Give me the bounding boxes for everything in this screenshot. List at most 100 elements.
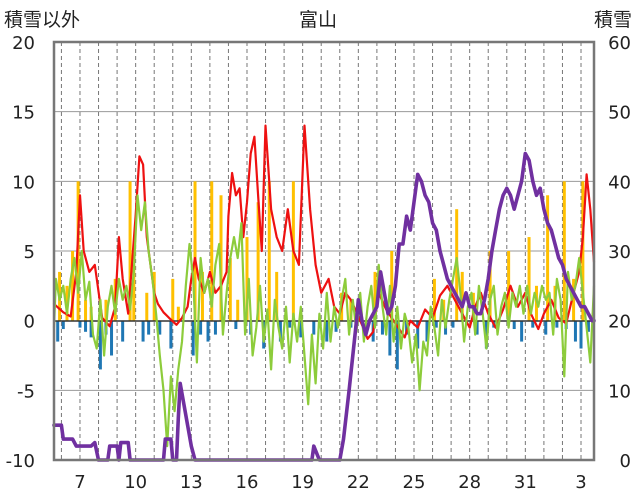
right-tick-label: 50 bbox=[608, 103, 631, 124]
precip-bar-negative bbox=[395, 320, 399, 370]
precip-bar-negative bbox=[206, 320, 210, 342]
precip-bar-positive bbox=[390, 251, 394, 321]
right-tick-label: 30 bbox=[608, 242, 631, 263]
precip-bar-negative bbox=[61, 320, 65, 330]
precip-bar-positive bbox=[572, 278, 576, 321]
precip-bar-positive bbox=[200, 271, 204, 321]
precip-bar-negative bbox=[475, 320, 479, 335]
precip-bar-positive bbox=[275, 271, 279, 321]
precip-bar-positive bbox=[193, 181, 197, 321]
precip-bar-positive bbox=[432, 278, 436, 321]
precip-bar-negative bbox=[434, 320, 438, 328]
precip-bar-positive bbox=[488, 251, 492, 321]
precip-bar-positive bbox=[128, 181, 132, 321]
precip-bar-negative bbox=[405, 320, 409, 335]
precip-bar-negative bbox=[520, 320, 524, 342]
precip-bar-positive bbox=[373, 271, 377, 321]
precip-bar-positive bbox=[562, 181, 566, 321]
precip-bar-positive bbox=[236, 299, 240, 321]
x-tick-label: 22 bbox=[347, 472, 370, 493]
precip-bar-negative bbox=[451, 320, 455, 328]
wind-line bbox=[52, 194, 596, 448]
plot-area bbox=[52, 40, 596, 462]
x-tick-label: 3 bbox=[575, 472, 586, 493]
precip-bar-negative bbox=[78, 320, 82, 328]
precip-bar-positive bbox=[65, 285, 69, 321]
precip-bar-negative bbox=[325, 320, 329, 342]
precip-bar-positive bbox=[210, 181, 214, 321]
right-tick-label: 60 bbox=[608, 33, 631, 54]
precip-bar-negative bbox=[110, 320, 114, 356]
precip-bar-negative bbox=[98, 320, 102, 370]
precip-bar-negative bbox=[141, 320, 145, 342]
precip-bar-positive bbox=[104, 299, 108, 321]
precip-bar-negative bbox=[121, 320, 125, 342]
x-tick-label: 13 bbox=[180, 472, 203, 493]
precip-bar-negative bbox=[191, 320, 195, 356]
x-tick-label: 7 bbox=[74, 472, 85, 493]
left-tick-label: 15 bbox=[12, 103, 35, 124]
precip-bar-positive bbox=[581, 181, 585, 321]
precip-bar-positive bbox=[176, 306, 180, 321]
precip-bar-positive bbox=[245, 237, 249, 321]
left-tick-label: 0 bbox=[24, 312, 35, 333]
precip-bar-positive bbox=[171, 278, 175, 321]
temperature-line bbox=[52, 124, 596, 340]
plot-border bbox=[52, 40, 596, 462]
precip-bar-negative bbox=[388, 320, 392, 356]
precip-bar-positive bbox=[145, 292, 149, 321]
right-axis-ticks: 60 50 40 30 20 10 0 bbox=[608, 33, 631, 472]
x-tick-label: 10 bbox=[124, 472, 147, 493]
precip-bar-negative bbox=[531, 320, 535, 328]
x-axis-ticks: 7 10 13 16 19 22 25 28 31 3 bbox=[74, 472, 586, 493]
precip-bar-positive bbox=[71, 251, 75, 321]
precip-bar-negative bbox=[544, 320, 548, 335]
precip-bar-negative bbox=[299, 320, 303, 338]
precip-bar-negative bbox=[278, 320, 282, 342]
series-lines bbox=[52, 124, 596, 462]
left-tick-label: -5 bbox=[17, 381, 35, 402]
x-tick-label: 19 bbox=[291, 472, 314, 493]
x-tick-label: 16 bbox=[236, 472, 259, 493]
x-tick-label: 31 bbox=[514, 472, 537, 493]
precip-bar-positive bbox=[507, 251, 511, 321]
precip-bar-positive bbox=[219, 195, 223, 321]
precip-bar-negative bbox=[89, 320, 93, 338]
precip-bar-positive bbox=[527, 237, 531, 321]
precip-bar-positive bbox=[84, 299, 88, 321]
precip-bar-positive bbox=[546, 195, 550, 321]
precip-bar-negative bbox=[169, 320, 173, 349]
precip-bar-negative bbox=[199, 320, 203, 335]
precip-bar-negative bbox=[288, 320, 292, 328]
left-tick-label: 20 bbox=[12, 33, 35, 54]
right-tick-label: 0 bbox=[620, 451, 631, 472]
precip-bar-positive bbox=[460, 271, 464, 321]
precip-bar-negative bbox=[579, 320, 583, 349]
precip-bar-negative bbox=[425, 320, 429, 342]
precip-bar-negative bbox=[56, 320, 60, 342]
precip-bar-positive bbox=[228, 257, 232, 321]
precip-bar-negative bbox=[234, 320, 238, 330]
precip-bar-positive bbox=[256, 202, 260, 321]
snow-depth-line bbox=[52, 151, 596, 462]
right-tick-label: 40 bbox=[608, 172, 631, 193]
precip-bar-negative bbox=[555, 320, 559, 328]
precip-bar-negative bbox=[213, 320, 217, 335]
precip-bar-negative bbox=[84, 320, 88, 332]
precip-bar-positive bbox=[132, 264, 136, 321]
precip-bar-negative bbox=[380, 320, 384, 335]
right-tick-label: 20 bbox=[608, 312, 631, 333]
precip-bar-negative bbox=[416, 320, 420, 349]
left-axis-ticks: 20 15 10 5 0 -5 -10 bbox=[6, 33, 35, 472]
precip-bar-negative bbox=[573, 320, 577, 342]
precip-bar-negative bbox=[158, 320, 162, 335]
precip-bar-negative bbox=[147, 320, 151, 335]
precip-bar-negative bbox=[512, 320, 516, 330]
precip-bar-negative bbox=[334, 320, 338, 332]
x-tick-label: 28 bbox=[458, 472, 481, 493]
right-tick-label: 10 bbox=[608, 381, 631, 402]
precip-bar-negative bbox=[312, 320, 316, 335]
left-axis-label: 積雪以外 bbox=[4, 9, 80, 31]
precip-bar-negative bbox=[586, 320, 590, 332]
